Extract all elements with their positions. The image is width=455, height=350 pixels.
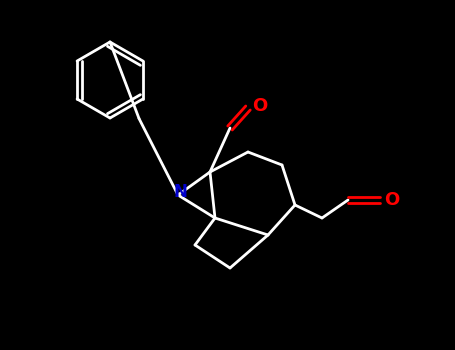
Text: O: O [253,97,268,115]
Text: O: O [384,191,399,209]
Text: N: N [173,183,187,201]
